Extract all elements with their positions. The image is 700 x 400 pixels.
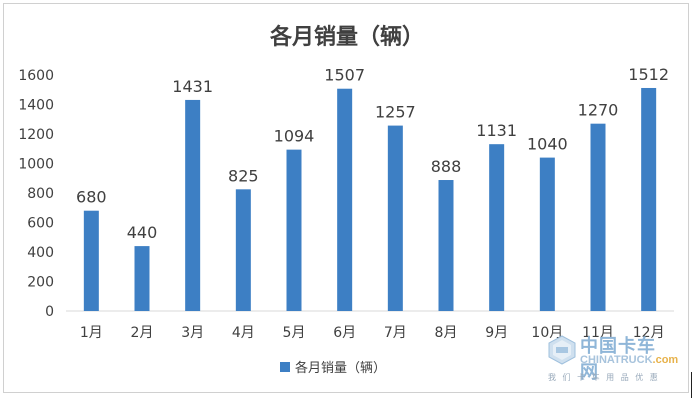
bar <box>185 99 201 312</box>
data-label: 1094 <box>274 127 315 146</box>
y-tick-label: 200 <box>27 275 54 291</box>
bar <box>83 210 99 311</box>
bar <box>337 88 353 311</box>
data-label: 1507 <box>324 66 365 85</box>
y-tick-label: 0 <box>45 304 54 320</box>
bar <box>438 180 454 311</box>
bar-series <box>83 87 657 312</box>
data-label: 1257 <box>375 103 416 122</box>
legend-swatch <box>280 362 290 372</box>
data-label: 825 <box>228 166 259 185</box>
bar <box>387 125 403 311</box>
y-tick-label: 600 <box>27 216 54 232</box>
watermark-sub: 我 们 卡 车 用 品 优 惠 <box>548 373 660 382</box>
x-tick-label: 8月 <box>435 325 458 341</box>
bar <box>539 157 555 311</box>
y-tick-label: 1600 <box>18 68 54 84</box>
x-axis: 1月 2月 3月 4月 5月 6月 7月 8月 9月 10月 11月 12月 <box>80 325 665 341</box>
edge-line <box>691 372 692 398</box>
data-label: 680 <box>76 188 107 207</box>
x-tick-label: 3月 <box>181 325 204 341</box>
watermark: 中国卡车网 CHINATRUCK.com 我 们 卡 车 用 品 优 惠 <box>544 332 678 384</box>
x-tick-label: 6月 <box>333 325 356 341</box>
x-tick-label: 4月 <box>232 325 255 341</box>
x-tick-label: 10月 <box>531 325 563 341</box>
y-tick-label: 1000 <box>18 157 54 173</box>
y-tick-label: 1200 <box>18 127 54 143</box>
data-label: 1512 <box>628 65 669 84</box>
watermark-en-suffix: .com <box>652 354 679 366</box>
x-tick-label: 11月 <box>582 325 614 341</box>
data-label: 440 <box>127 223 158 242</box>
x-tick-label: 9月 <box>485 325 508 341</box>
x-tick-label: 2月 <box>131 325 154 341</box>
bar <box>235 189 251 311</box>
data-label: 1040 <box>527 135 568 154</box>
watermark-en-main: CHINATRUCK <box>580 354 653 366</box>
watermark-cn: 中国卡车网 <box>580 336 656 383</box>
y-tick-label: 1400 <box>18 98 54 114</box>
y-tick-label: 800 <box>27 186 54 202</box>
x-tick-label: 7月 <box>384 325 407 341</box>
y-tick-label: 400 <box>27 245 54 261</box>
chart-title: 各月销量（辆） <box>269 24 424 50</box>
watermark-en: CHINATRUCK.com <box>580 354 678 366</box>
data-label: 1270 <box>578 101 619 120</box>
chart-frame: 各月销量（辆） 0 200 400 600 800 1000 1200 1400 1600 68… <box>3 3 689 393</box>
bar <box>489 144 505 311</box>
data-label: 1131 <box>476 121 517 140</box>
bar <box>286 149 302 311</box>
x-tick-label: 5月 <box>283 325 306 341</box>
bar <box>641 87 657 311</box>
bar-chart: 各月销量（辆） 0 200 400 600 800 1000 1200 1400 1600 68… <box>18 24 674 376</box>
data-label: 1431 <box>172 77 213 96</box>
x-tick-label: 12月 <box>633 325 665 341</box>
data-labels: 680 440 1431 825 1094 1507 1257 888 1131 1040 1270… <box>76 65 669 242</box>
x-tick-label: 1月 <box>80 325 103 341</box>
legend-label: 各月销量（辆） <box>295 360 386 376</box>
truck-logo-icon <box>548 335 576 365</box>
data-label: 888 <box>431 157 462 176</box>
legend: 各月销量（辆） <box>280 360 386 376</box>
bar <box>590 123 606 311</box>
y-axis: 0 200 400 600 800 1000 1200 1400 1600 <box>18 68 54 320</box>
bar <box>134 246 150 311</box>
